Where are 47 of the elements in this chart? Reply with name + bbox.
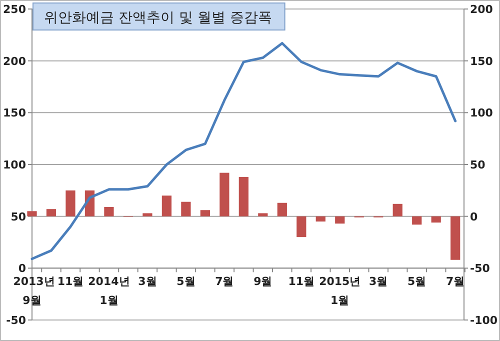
y2-tick-label: -50 bbox=[470, 262, 490, 276]
bar bbox=[296, 216, 306, 238]
y2-tick-label: 0 bbox=[470, 210, 478, 224]
x-tick-label: 5월 bbox=[176, 275, 196, 288]
x-tick-label: 11월 bbox=[57, 275, 84, 288]
bar bbox=[450, 216, 460, 260]
y2-tick-label: 150 bbox=[470, 54, 494, 68]
y-tick-label: 250 bbox=[3, 3, 26, 16]
bar bbox=[46, 209, 56, 216]
bar bbox=[316, 216, 326, 222]
y-tick-label: 150 bbox=[3, 106, 26, 120]
x-tick-label: 11월 bbox=[288, 275, 315, 288]
y2-tick-label: 50 bbox=[470, 158, 486, 172]
x-tick-label: 3월 bbox=[369, 275, 388, 288]
bar bbox=[66, 190, 76, 216]
bar bbox=[431, 216, 441, 223]
y-tick-label: 0 bbox=[18, 262, 26, 276]
x-tick-label: 7월 bbox=[446, 275, 465, 288]
bar bbox=[277, 202, 287, 216]
x-tick-label: 7월 bbox=[215, 275, 234, 288]
y2-tick-label: 200 bbox=[470, 3, 494, 16]
y-tick-label: 50 bbox=[10, 210, 26, 224]
x-tick-label: 2014년 1월 bbox=[88, 275, 130, 308]
chart-title: 위안화예금 잔액추이 및 월별 증감폭 bbox=[44, 10, 272, 26]
bar bbox=[335, 216, 345, 224]
bar bbox=[238, 176, 248, 216]
bar bbox=[162, 196, 172, 216]
x-tick-label: 2013년 9월 bbox=[13, 275, 55, 308]
x-tick-label: 3월 bbox=[138, 275, 157, 288]
bar bbox=[181, 202, 191, 216]
bar bbox=[258, 213, 268, 216]
y-tick-label: 200 bbox=[3, 54, 26, 68]
bar bbox=[200, 210, 210, 216]
y2-tick-label: -100 bbox=[470, 314, 498, 327]
x-tick-label: 5월 bbox=[408, 275, 426, 288]
y2-tick-label: 100 bbox=[470, 106, 494, 120]
bar bbox=[412, 216, 422, 225]
bar bbox=[392, 204, 402, 216]
bar bbox=[220, 172, 230, 216]
x-tick-label: 9월 bbox=[254, 275, 272, 288]
bar bbox=[142, 213, 152, 216]
x-tick-label: 2015년 1월 bbox=[319, 275, 361, 308]
line-series bbox=[30, 42, 457, 260]
y-tick-label: 100 bbox=[3, 158, 26, 172]
bar bbox=[27, 211, 37, 216]
bar bbox=[104, 207, 114, 216]
y-tick-label: -50 bbox=[6, 314, 26, 327]
